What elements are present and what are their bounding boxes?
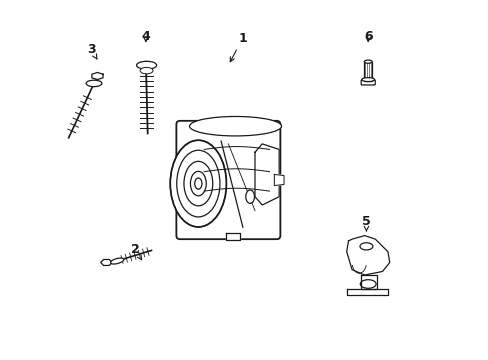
Ellipse shape [110,258,123,264]
Text: 4: 4 [141,30,150,43]
Polygon shape [225,233,240,240]
Bar [364,62,371,81]
Text: 1: 1 [230,32,246,62]
Text: 2: 2 [130,243,142,260]
Text: 5: 5 [361,215,370,231]
Polygon shape [360,275,376,289]
Polygon shape [92,72,103,80]
Text: 6: 6 [363,30,372,43]
FancyBboxPatch shape [361,80,374,85]
Polygon shape [346,235,389,275]
Polygon shape [346,289,387,295]
Ellipse shape [189,117,281,136]
Ellipse shape [364,60,371,63]
Polygon shape [254,144,279,205]
Ellipse shape [136,61,156,69]
Ellipse shape [245,190,254,203]
FancyBboxPatch shape [176,121,280,239]
Polygon shape [274,175,284,185]
Text: 3: 3 [86,42,97,59]
Ellipse shape [170,140,226,227]
Ellipse shape [361,78,374,82]
Ellipse shape [86,80,102,87]
Ellipse shape [140,67,153,74]
Polygon shape [101,260,112,265]
